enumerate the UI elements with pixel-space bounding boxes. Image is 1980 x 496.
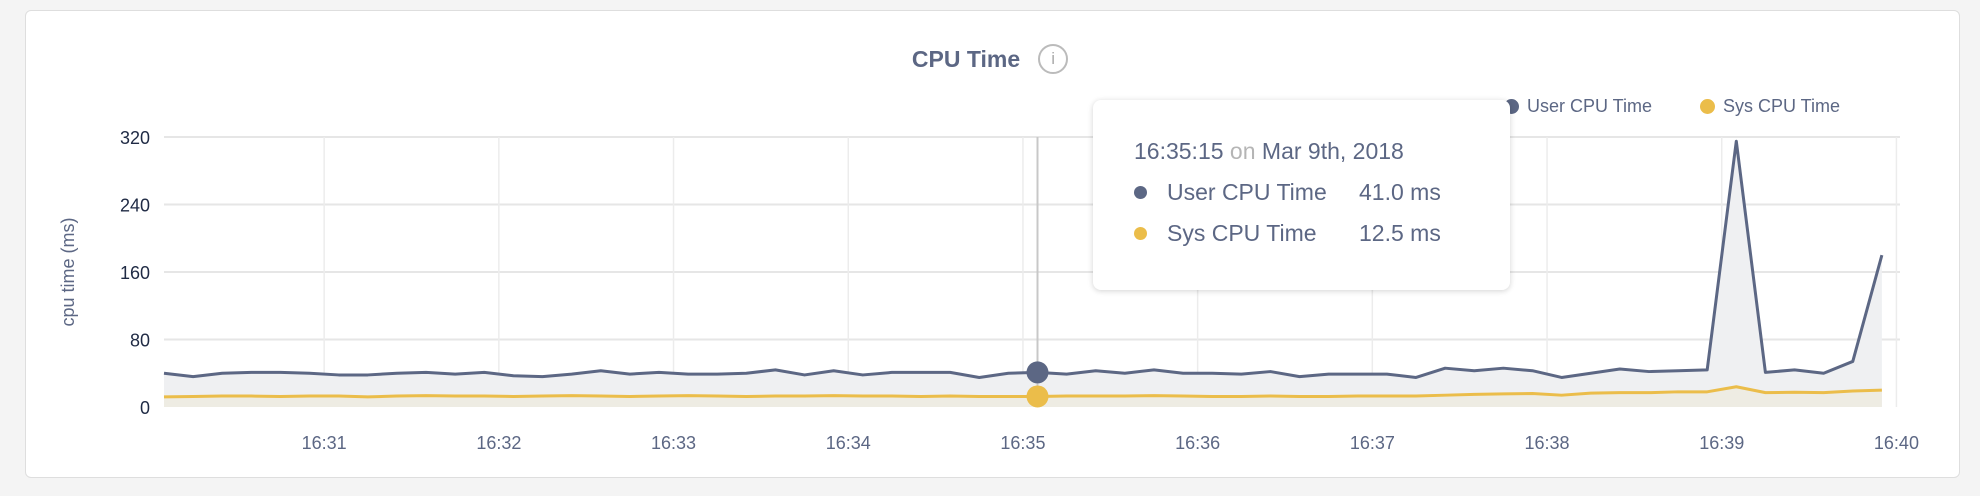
x-tick-label: 16:35 xyxy=(1000,433,1045,453)
x-tick-label: 16:34 xyxy=(826,433,871,453)
y-tick-label: 0 xyxy=(140,398,150,418)
chart-title: CPU Time xyxy=(911,45,1021,72)
tooltip-label-sys: Sys CPU Time xyxy=(1167,220,1317,246)
x-tick-label: 16:38 xyxy=(1525,433,1570,453)
y-tick-label: 160 xyxy=(120,263,150,283)
x-tick-label: 16:36 xyxy=(1175,433,1220,453)
series-line-user xyxy=(163,139,1884,379)
tooltip-row-sys: Sys CPU Time 12.5 ms xyxy=(1134,220,1510,247)
tooltip-label-user: User CPU Time xyxy=(1167,179,1327,205)
info-icon[interactable]: i xyxy=(1038,44,1069,74)
x-tick-label: 16:32 xyxy=(476,433,521,453)
x-tick-label: 16:37 xyxy=(1350,433,1395,453)
tooltip-header: 16:35:15 on Mar 9th, 2018 xyxy=(1134,138,1510,165)
x-tick-label: 16:33 xyxy=(651,433,696,453)
x-tick-label: 16:40 xyxy=(1874,433,1919,453)
y-tick-label: 320 xyxy=(120,128,150,148)
tooltip-date: Mar 9th, 2018 xyxy=(1261,138,1404,164)
hover-marker-user xyxy=(1026,361,1049,384)
x-tick-label: 16:31 xyxy=(302,433,347,453)
hover-marker-sys xyxy=(1026,385,1049,408)
tooltip-time: 16:35:15 xyxy=(1134,138,1224,164)
chart-header: CPU Time i xyxy=(0,44,1980,74)
legend-dot-sys-icon xyxy=(1700,99,1715,114)
y-tick-label: 80 xyxy=(130,331,150,351)
series-area-user xyxy=(164,141,1882,407)
series-line-sys xyxy=(163,385,1882,399)
y-axis-title: cpu time (ms) xyxy=(58,217,78,326)
x-tick-label: 16:39 xyxy=(1699,433,1744,453)
legend-item-user[interactable]: User CPU Time xyxy=(1504,96,1652,117)
legend-label-user: User CPU Time xyxy=(1527,96,1653,116)
legend-item-sys[interactable]: Sys CPU Time xyxy=(1700,96,1840,117)
tooltip-row-user: User CPU Time 41.0 ms xyxy=(1134,179,1510,206)
tooltip-value-sys: 12.5 ms xyxy=(1359,220,1441,246)
tooltip-value-user: 41.0 ms xyxy=(1359,179,1441,205)
tooltip-dot-user-icon xyxy=(1134,186,1147,199)
tooltip-dot-sys-icon xyxy=(1134,227,1147,240)
legend-label-sys: Sys CPU Time xyxy=(1723,96,1841,116)
tooltip-on: on xyxy=(1229,138,1256,164)
y-tick-label: 240 xyxy=(120,196,150,216)
tooltip: 16:35:15 on Mar 9th, 2018 User CPU Time … xyxy=(1093,100,1510,290)
